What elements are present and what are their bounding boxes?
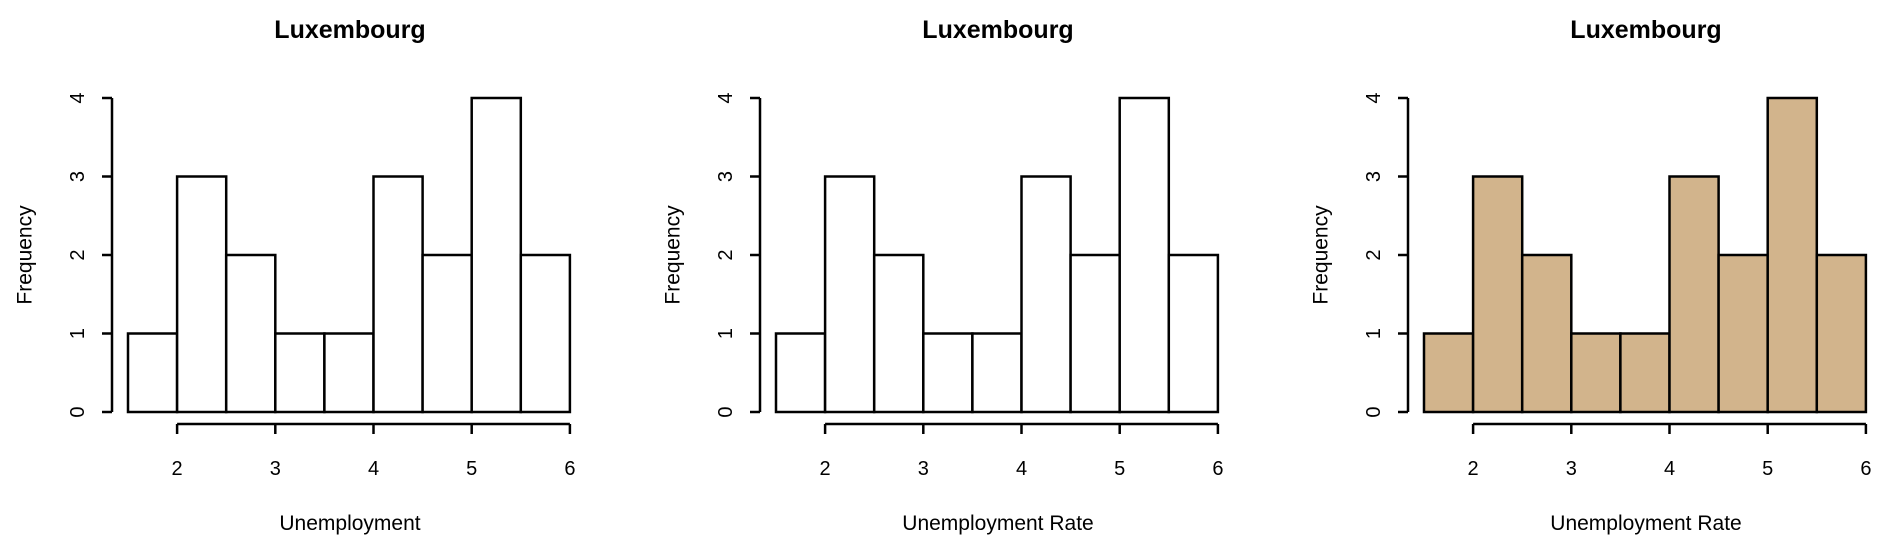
- histogram-bar: [1766, 96, 1819, 414]
- histogram-bar: [774, 332, 827, 414]
- y-tick-label: 1: [715, 328, 737, 339]
- y-tick-label: 3: [1363, 171, 1385, 182]
- x-tick-label: 2: [820, 458, 831, 480]
- histogram-bar: [922, 332, 974, 414]
- histogram-bar: [519, 253, 572, 414]
- histogram-bar: [971, 332, 1023, 414]
- histogram-bar: [1570, 332, 1622, 414]
- histogram-bar: [274, 332, 326, 414]
- histogram-panels: Luxembourg 2 3 4 5 6 0 1 2 3 4 Unemployment Frequenc…: [14, 16, 1872, 535]
- x-tick-label: 4: [1664, 458, 1675, 480]
- y-tick-label: 4: [715, 92, 737, 103]
- x-tick-label: 6: [1212, 458, 1223, 480]
- histogram-bar: [1069, 253, 1121, 414]
- y-axis-label: Frequency: [1310, 205, 1333, 305]
- histogram-bar: [175, 175, 228, 414]
- x-tick-label: 4: [368, 458, 379, 480]
- y-tick-label: 3: [715, 171, 737, 182]
- histogram-bar: [1520, 253, 1573, 414]
- y-tick-label: 2: [1363, 249, 1385, 260]
- histogram-bar: [1167, 253, 1220, 414]
- histogram-bar: [1815, 253, 1868, 414]
- histogram-bar: [1619, 332, 1671, 414]
- chart-title: Luxembourg: [922, 16, 1073, 44]
- histogram-panel-1: Luxembourg 2 3 4 5 6 0 1 2 3 4 Unemployment Frequenc…: [14, 16, 576, 535]
- x-tick-label: 2: [172, 458, 183, 480]
- histogram-bar: [372, 175, 424, 414]
- x-tick-label: 3: [918, 458, 929, 480]
- histogram-bar: [823, 175, 876, 414]
- histogram-bar: [126, 332, 179, 414]
- y-tick-label: 2: [715, 249, 737, 260]
- x-tick-label: 2: [1468, 458, 1479, 480]
- x-tick-label: 5: [466, 458, 477, 480]
- histogram-bar: [1471, 175, 1524, 414]
- histogram-bar: [1118, 96, 1171, 414]
- y-tick-label: 2: [67, 249, 89, 260]
- x-tick-label: 4: [1016, 458, 1027, 480]
- y-tick-label: 0: [715, 406, 737, 417]
- x-tick-label: 5: [1114, 458, 1125, 480]
- histogram-panel-3: Luxembourg 2 3 4 5 6 0 1 2 3 4 Unemployment Rate Fre…: [1310, 16, 1872, 535]
- y-axis-label: Frequency: [14, 205, 37, 305]
- x-tick-label: 3: [1566, 458, 1577, 480]
- histogram-bar: [421, 253, 473, 414]
- y-tick-label: 1: [67, 328, 89, 339]
- histogram-bar: [323, 332, 375, 414]
- y-tick-label: 0: [67, 406, 89, 417]
- x-axis-label: Unemployment: [279, 512, 420, 535]
- x-tick-label: 6: [1860, 458, 1871, 480]
- histogram-bar: [1717, 253, 1769, 414]
- histogram-bar: [1422, 332, 1475, 414]
- x-tick-label: 3: [270, 458, 281, 480]
- x-tick-label: 5: [1762, 458, 1773, 480]
- histogram-bar: [470, 96, 523, 414]
- histogram-bar: [1668, 175, 1720, 414]
- y-tick-label: 0: [1363, 406, 1385, 417]
- y-tick-label: 1: [1363, 328, 1385, 339]
- histogram-bar: [872, 253, 925, 414]
- y-tick-label: 4: [1363, 92, 1385, 103]
- histogram-panel-2: Luxembourg 2 3 4 5 6 0 1 2 3 4 Unemployment Rate Fre…: [662, 16, 1224, 535]
- histogram-bar: [1020, 175, 1072, 414]
- x-axis-label: Unemployment Rate: [902, 512, 1093, 535]
- chart-title: Luxembourg: [274, 16, 425, 44]
- y-axis-label: Frequency: [662, 205, 685, 305]
- y-tick-label: 3: [67, 171, 89, 182]
- histogram-bar: [224, 253, 277, 414]
- y-tick-label: 4: [67, 92, 89, 103]
- x-tick-label: 6: [564, 458, 575, 480]
- chart-title: Luxembourg: [1570, 16, 1721, 44]
- x-axis-label: Unemployment Rate: [1550, 512, 1741, 535]
